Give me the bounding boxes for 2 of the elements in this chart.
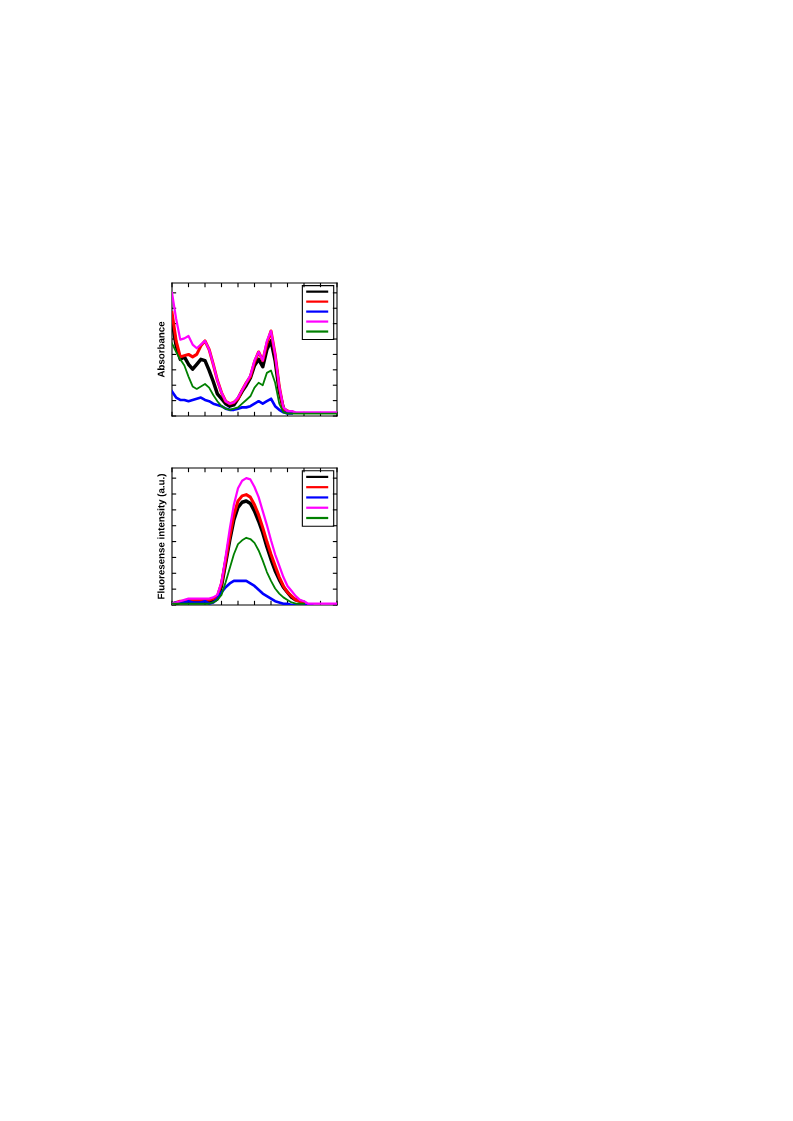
y-axis-title: Fluoresense intensity (a.u.) (157, 474, 167, 599)
y-axis-title: Absorbance (157, 321, 165, 378)
